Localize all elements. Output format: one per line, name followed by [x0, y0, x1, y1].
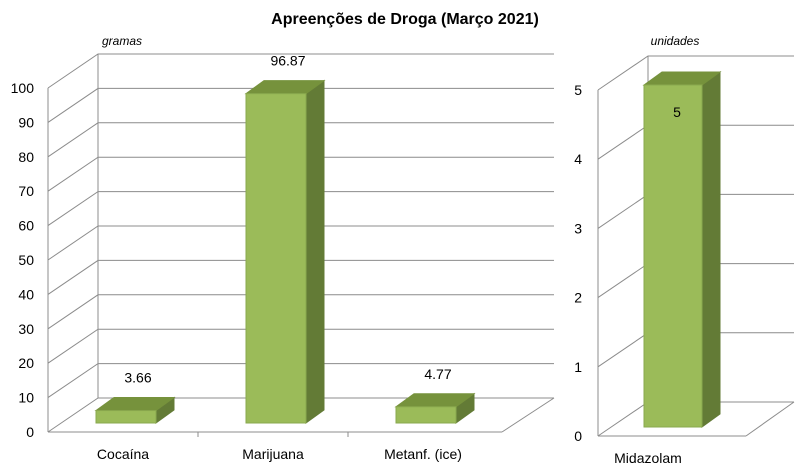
data-label: 5	[673, 104, 681, 120]
y-tick-label: 80	[18, 149, 34, 165]
y-tick-label: 20	[18, 355, 34, 371]
y-tick-label: 3	[574, 220, 582, 236]
bar-front	[245, 93, 307, 424]
bar-side	[701, 71, 721, 428]
x-category-label: Midazolam	[614, 450, 682, 466]
bar-front	[395, 406, 457, 424]
y-tick-label: 90	[18, 114, 34, 130]
y-tick-label: 2	[574, 290, 582, 306]
y-tick-label: 70	[18, 183, 34, 199]
y-tick-label: 60	[18, 218, 34, 234]
data-label: 96.87	[270, 53, 305, 69]
y-tick-label: 10	[18, 390, 34, 406]
data-label: 4.77	[424, 366, 451, 382]
y-tick-label: 50	[18, 252, 34, 268]
right-unit-label: unidades	[651, 34, 700, 48]
bar-front	[643, 84, 703, 428]
chart-title: Apreenções de Droga (Março 2021)	[271, 11, 539, 28]
floor-right-edge	[745, 401, 795, 437]
floor-right-edge	[501, 397, 555, 433]
x-category-label: Marijuana	[242, 446, 304, 462]
gridlines	[47, 53, 555, 437]
left-chart-panel: 0 10 20 30 40 50 60 70 80 90 100 3.66 Cocaína 96.87 Ma…	[11, 53, 555, 462]
data-label: 3.66	[124, 370, 151, 386]
bar	[394, 392, 476, 424]
bar-side	[305, 79, 325, 424]
y-tick-label: 40	[18, 286, 34, 302]
y-tick-label: 1	[574, 359, 582, 375]
y-tick-label: 4	[574, 151, 582, 167]
x-category-label: Cocaína	[97, 446, 149, 462]
bar	[244, 79, 326, 424]
left-unit-label: gramas	[102, 34, 142, 48]
bar	[642, 71, 722, 428]
bar	[94, 396, 176, 424]
y-tick-label: 100	[11, 80, 35, 96]
y-tick-label: 30	[18, 321, 34, 337]
right-chart-panel: 0 1 2 3 4 5 5 Midazolam	[574, 55, 795, 466]
y-tick-label: 5	[574, 82, 582, 98]
x-category-label: Metanf. (ice)	[384, 446, 462, 462]
y-tick-label: 0	[574, 428, 582, 444]
y-tick-label: 0	[26, 424, 34, 440]
bar-front	[95, 410, 157, 424]
